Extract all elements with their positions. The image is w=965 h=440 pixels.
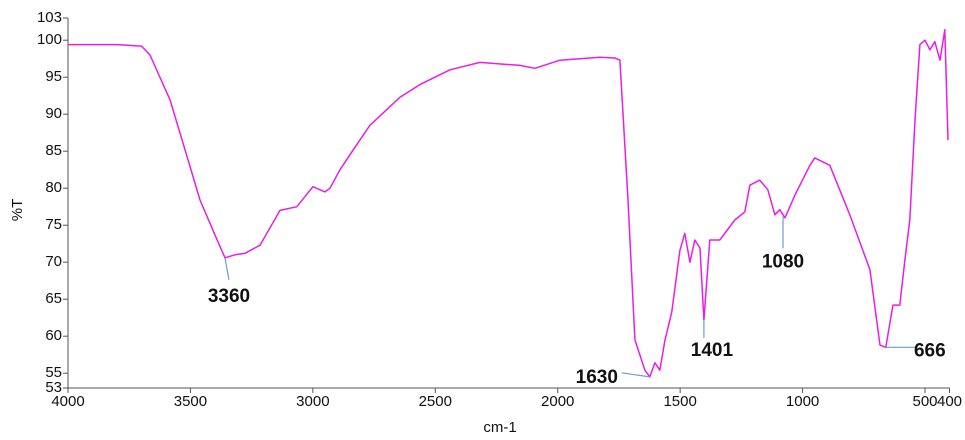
y-tick-label: 103 bbox=[37, 9, 62, 26]
y-tick-label: 90 bbox=[45, 105, 62, 122]
x-tick-label: 2500 bbox=[419, 393, 452, 410]
y-tick-label: 53 bbox=[45, 379, 62, 396]
annotation-label: 1080 bbox=[762, 251, 804, 272]
x-tick-label: 500 bbox=[912, 393, 937, 410]
x-tick-label: 1000 bbox=[786, 393, 819, 410]
y-tick-label: 80 bbox=[45, 179, 62, 196]
y-tick-label: 100 bbox=[37, 31, 62, 48]
x-tick-label: 4000 bbox=[51, 393, 84, 410]
annotation-label: 1401 bbox=[691, 340, 734, 361]
x-tick-label: 400 bbox=[937, 393, 962, 410]
y-tick-label: 75 bbox=[45, 216, 62, 233]
y-tick-label: 60 bbox=[45, 327, 62, 344]
y-tick-label: 85 bbox=[45, 142, 62, 159]
x-axis-label: cm-1 bbox=[483, 419, 516, 436]
y-tick-label: 70 bbox=[45, 253, 62, 270]
x-tick-label: 3500 bbox=[174, 393, 207, 410]
x-tick-label: 2000 bbox=[541, 393, 574, 410]
y-axis-label: %T bbox=[9, 199, 26, 222]
spectrum-line bbox=[68, 29, 949, 378]
annotation-label: 666 bbox=[914, 340, 946, 361]
annotation-leader bbox=[224, 257, 230, 280]
y-tick-label: 55 bbox=[45, 364, 62, 381]
annotation-label: 1630 bbox=[576, 367, 618, 388]
annotation-label: 3360 bbox=[208, 286, 250, 307]
y-tick-label: 65 bbox=[45, 290, 62, 307]
annotation-leader bbox=[621, 372, 650, 378]
x-tick-label: 3000 bbox=[296, 393, 329, 410]
y-tick-label: 95 bbox=[45, 68, 62, 85]
x-tick-label: 1500 bbox=[663, 393, 696, 410]
